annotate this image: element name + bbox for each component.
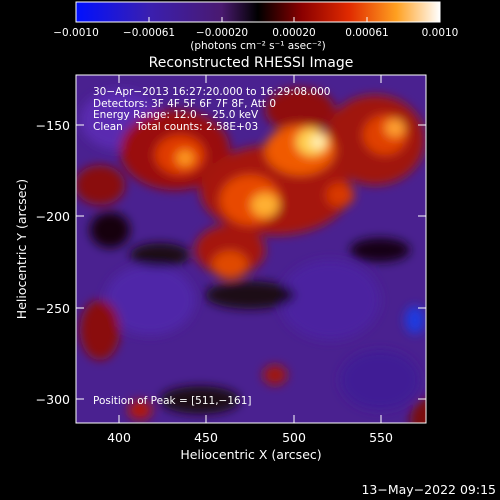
plot-title: Reconstructed RHESSI Image (149, 55, 354, 71)
annotation-detectors: Detectors: 3F 4F 5F 6F 7F 8F, Att 0 (93, 97, 277, 110)
colorbar-units: (photons cm⁻² s⁻¹ asec⁻²) (190, 40, 325, 52)
y-tick-label: −200 (36, 209, 70, 224)
solar-image (76, 75, 426, 423)
colorbar-tick-label: −0.0010 (53, 27, 99, 39)
colorbar-tick-label: 0.00020 (272, 27, 315, 39)
colorbar-tick-label: −0.00061 (123, 27, 175, 39)
annotation-energy-range: Energy Range: 12.0 − 25.0 keV (93, 109, 259, 121)
annotation-peak-position: Position of Peak = [511,−161] (93, 395, 252, 407)
colorbar-gradient (75, 1, 441, 23)
x-tick-label: 500 (282, 430, 306, 445)
x-tick-label: 550 (369, 430, 393, 445)
x-axis-label: Heliocentric X (arcsec) (180, 447, 321, 462)
image-frame (75, 74, 427, 424)
x-tick-label: 450 (194, 430, 218, 445)
annotation-time-range: 30−Apr−2013 16:27:20.000 to 16:29:08.000 (93, 86, 331, 98)
colorbar-tick-label: 0.00061 (345, 27, 388, 39)
annotation-clean-counts: Clean Total counts: 2.58E+03 (93, 120, 259, 133)
y-axis-label: Heliocentric Y (arcsec) (14, 179, 29, 319)
x-tick-label: 400 (107, 430, 131, 445)
footer-timestamp: 13−May−2022 09:15 (361, 482, 496, 497)
colorbar-tick-label: 0.0010 (422, 27, 459, 39)
colorbar-tick-label: −0.00020 (196, 27, 248, 39)
axis-ticks (76, 75, 426, 423)
colorbar-ticks (75, 17, 441, 22)
colorbar: −0.0010 −0.00061 −0.00020 0.00020 0.0006… (53, 1, 459, 52)
y-tick-label: −250 (36, 301, 70, 316)
y-tick-label: −150 (36, 118, 70, 133)
y-tick-label: −300 (36, 392, 70, 407)
